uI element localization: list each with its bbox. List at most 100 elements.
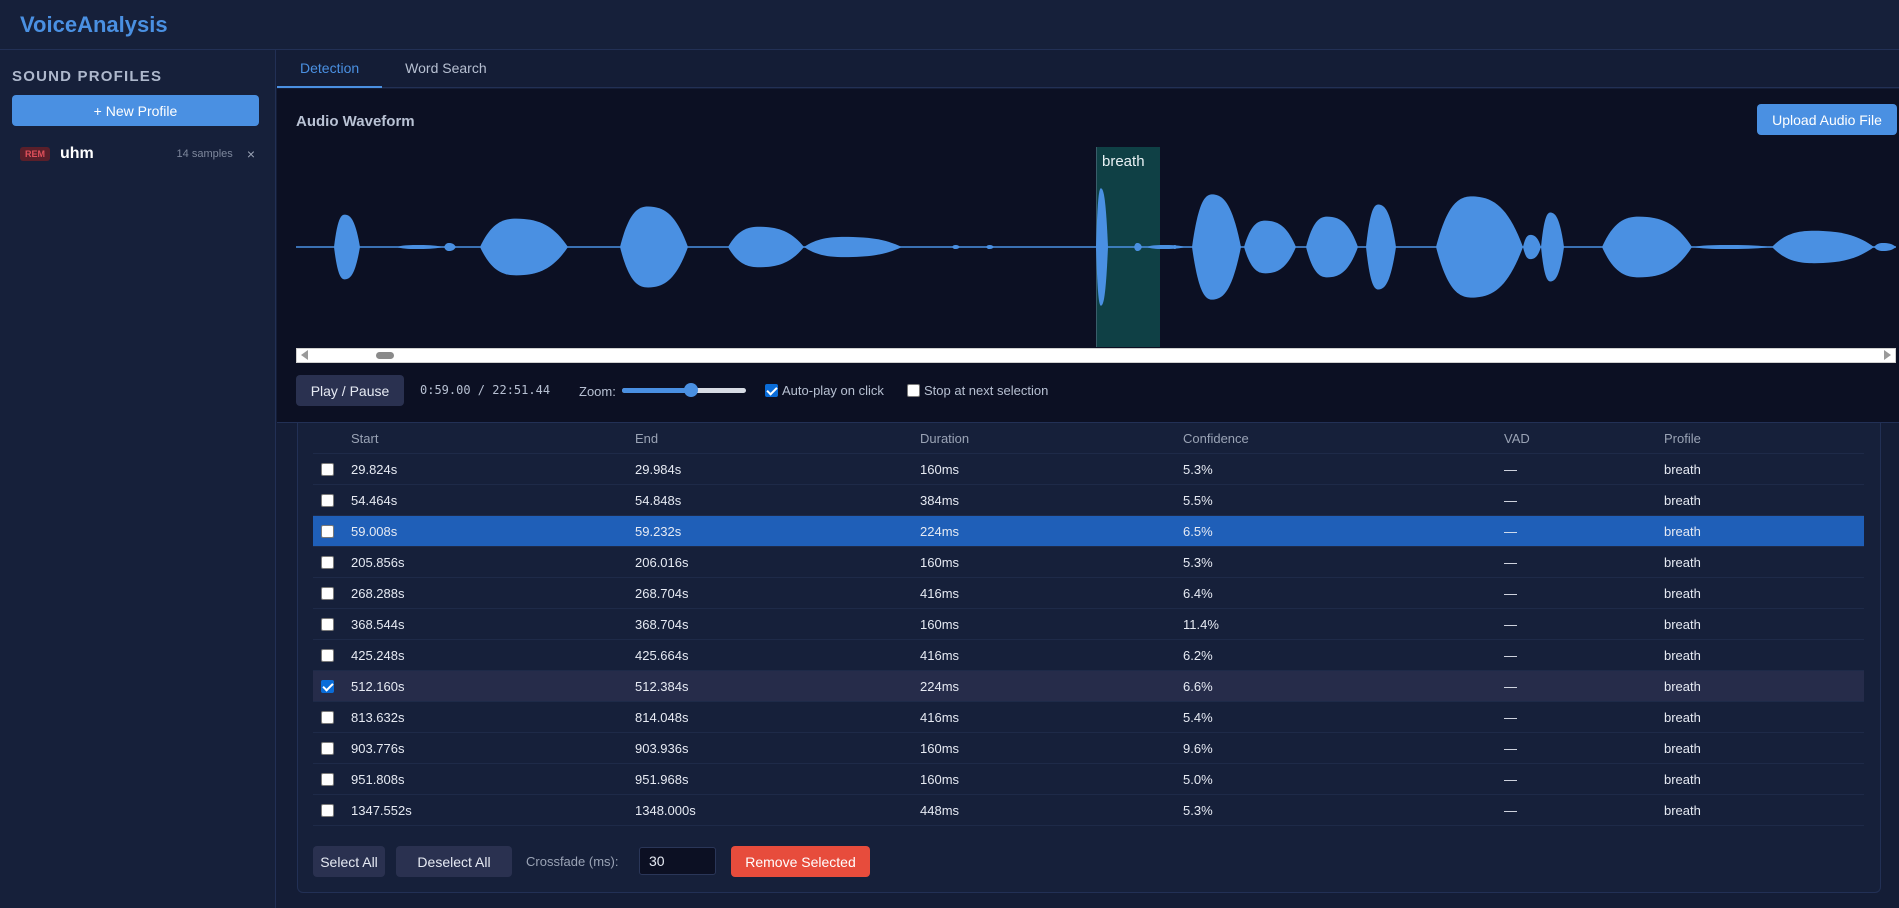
cell-profile: breath bbox=[1664, 524, 1701, 539]
header-confidence: Confidence bbox=[1183, 431, 1249, 446]
table-row[interactable]: 368.544s 368.704s 160ms 11.4% — breath bbox=[313, 609, 1864, 640]
table-row[interactable]: 951.808s 951.968s 160ms 5.0% — breath bbox=[313, 764, 1864, 795]
header-vad: VAD bbox=[1504, 431, 1530, 446]
row-checkbox[interactable] bbox=[321, 804, 334, 817]
table-row[interactable]: 29.824s 29.984s 160ms 5.3% — breath bbox=[313, 454, 1864, 485]
cell-end: 1348.000s bbox=[635, 803, 696, 818]
tab-detection[interactable]: Detection bbox=[277, 50, 383, 88]
cell-end: 814.048s bbox=[635, 710, 689, 725]
table-row[interactable]: 205.856s 206.016s 160ms 5.3% — breath bbox=[313, 547, 1864, 578]
waveform-canvas[interactable]: breath bbox=[296, 147, 1896, 347]
cell-start: 951.808s bbox=[351, 772, 405, 787]
cell-confidence: 6.4% bbox=[1183, 586, 1213, 601]
row-checkbox[interactable] bbox=[321, 680, 334, 693]
cell-duration: 416ms bbox=[920, 648, 960, 663]
row-checkbox[interactable] bbox=[321, 742, 334, 755]
new-profile-button[interactable]: + New Profile bbox=[12, 95, 259, 126]
autoplay-option[interactable]: Auto-play on click bbox=[765, 383, 884, 398]
cell-vad: — bbox=[1504, 741, 1517, 756]
zoom-slider[interactable] bbox=[622, 383, 746, 397]
tab-bar: Detection Word Search bbox=[277, 50, 1899, 88]
cell-duration: 160ms bbox=[920, 462, 960, 477]
profile-item-uhm[interactable]: REM uhm 14 samples × bbox=[12, 136, 263, 172]
header-duration: Duration bbox=[920, 431, 970, 446]
cell-end: 425.664s bbox=[635, 648, 689, 663]
cell-end: 368.704s bbox=[635, 617, 689, 632]
cell-confidence: 5.3% bbox=[1183, 462, 1213, 477]
sidebar-heading: SOUND PROFILES bbox=[12, 68, 163, 85]
table-row[interactable]: 903.776s 903.936s 160ms 9.6% — breath bbox=[313, 733, 1864, 764]
scroll-thumb[interactable] bbox=[376, 352, 394, 359]
row-checkbox[interactable] bbox=[321, 494, 334, 507]
upload-audio-button[interactable]: Upload Audio File bbox=[1757, 104, 1897, 135]
cell-profile: breath bbox=[1664, 741, 1701, 756]
cell-duration: 448ms bbox=[920, 803, 960, 818]
scroll-right-icon[interactable] bbox=[1884, 350, 1891, 360]
row-checkbox[interactable] bbox=[321, 773, 334, 786]
waveform-title: Audio Waveform bbox=[296, 113, 415, 130]
row-checkbox[interactable] bbox=[321, 587, 334, 600]
row-checkbox[interactable] bbox=[321, 525, 334, 538]
cell-vad: — bbox=[1504, 555, 1517, 570]
close-icon[interactable]: × bbox=[246, 146, 255, 162]
cell-confidence: 5.0% bbox=[1183, 772, 1213, 787]
cell-start: 512.160s bbox=[351, 679, 405, 694]
cell-confidence: 9.6% bbox=[1183, 741, 1213, 756]
cell-start: 59.008s bbox=[351, 524, 398, 539]
table-row[interactable]: 54.464s 54.848s 384ms 5.5% — breath bbox=[313, 485, 1864, 516]
cell-duration: 224ms bbox=[920, 679, 960, 694]
table-row[interactable]: 268.288s 268.704s 416ms 6.4% — breath bbox=[313, 578, 1864, 609]
row-checkbox[interactable] bbox=[321, 649, 334, 662]
cell-duration: 416ms bbox=[920, 586, 960, 601]
remove-selected-button[interactable]: Remove Selected bbox=[731, 846, 870, 877]
deselect-all-button[interactable]: Deselect All bbox=[396, 846, 512, 877]
sidebar: SOUND PROFILES + New Profile REM uhm 14 … bbox=[0, 50, 276, 908]
table-row[interactable]: 512.160s 512.384s 224ms 6.6% — breath bbox=[313, 671, 1864, 702]
app-header: VoiceAnalysis bbox=[0, 0, 1899, 50]
scroll-left-icon[interactable] bbox=[301, 350, 308, 360]
cell-start: 205.856s bbox=[351, 555, 405, 570]
region-label: breath bbox=[1102, 153, 1145, 170]
tab-word-search[interactable]: Word Search bbox=[405, 60, 487, 76]
profile-name: uhm bbox=[60, 145, 94, 162]
cell-vad: — bbox=[1504, 493, 1517, 508]
row-checkbox[interactable] bbox=[321, 463, 334, 476]
play-pause-button[interactable]: Play / Pause bbox=[296, 375, 404, 406]
cell-duration: 416ms bbox=[920, 710, 960, 725]
cell-end: 206.016s bbox=[635, 555, 689, 570]
zoom-thumb[interactable] bbox=[684, 383, 699, 397]
crossfade-input[interactable] bbox=[639, 847, 716, 875]
cell-start: 813.632s bbox=[351, 710, 405, 725]
cell-confidence: 6.2% bbox=[1183, 648, 1213, 663]
row-checkbox[interactable] bbox=[321, 556, 334, 569]
stop-checkbox[interactable] bbox=[907, 384, 920, 397]
crossfade-label: Crossfade (ms): bbox=[526, 854, 619, 869]
row-checkbox[interactable] bbox=[321, 618, 334, 631]
stop-option[interactable]: Stop at next selection bbox=[907, 383, 1048, 398]
select-all-button[interactable]: Select All bbox=[313, 846, 385, 877]
table-row[interactable]: 1347.552s 1348.000s 448ms 5.3% — breath bbox=[313, 795, 1864, 826]
waveform-scrollbar[interactable] bbox=[296, 348, 1896, 363]
cell-vad: — bbox=[1504, 679, 1517, 694]
cell-profile: breath bbox=[1664, 586, 1701, 601]
results-table: Start End Duration Confidence VAD Profil… bbox=[313, 423, 1864, 826]
cell-vad: — bbox=[1504, 617, 1517, 632]
cell-profile: breath bbox=[1664, 555, 1701, 570]
autoplay-checkbox[interactable] bbox=[765, 384, 778, 397]
table-row[interactable]: 813.632s 814.048s 416ms 5.4% — breath bbox=[313, 702, 1864, 733]
cell-start: 268.288s bbox=[351, 586, 405, 601]
cell-profile: breath bbox=[1664, 710, 1701, 725]
table-row[interactable]: 425.248s 425.664s 416ms 6.2% — breath bbox=[313, 640, 1864, 671]
cell-vad: — bbox=[1504, 772, 1517, 787]
row-checkbox[interactable] bbox=[321, 711, 334, 724]
cell-start: 1347.552s bbox=[351, 803, 412, 818]
waveform-panel: Audio Waveform Upload Audio File breath … bbox=[277, 89, 1899, 423]
cell-profile: breath bbox=[1664, 803, 1701, 818]
table-row[interactable]: 59.008s 59.232s 224ms 6.5% — breath bbox=[313, 516, 1864, 547]
time-display: 0:59.00 / 22:51.44 bbox=[420, 383, 551, 397]
cell-vad: — bbox=[1504, 586, 1517, 601]
cell-profile: breath bbox=[1664, 493, 1701, 508]
cell-confidence: 5.3% bbox=[1183, 803, 1213, 818]
cell-vad: — bbox=[1504, 648, 1517, 663]
cell-start: 29.824s bbox=[351, 462, 398, 477]
